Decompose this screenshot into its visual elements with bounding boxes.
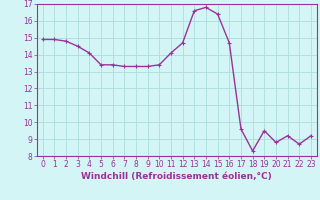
X-axis label: Windchill (Refroidissement éolien,°C): Windchill (Refroidissement éolien,°C)	[81, 172, 272, 181]
